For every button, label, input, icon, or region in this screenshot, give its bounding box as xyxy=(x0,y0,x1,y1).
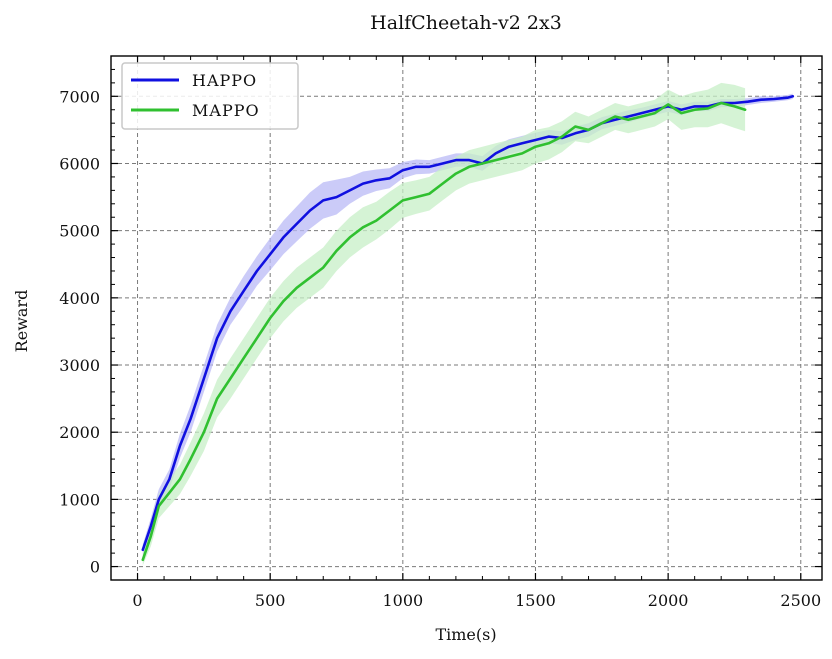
x-tick-label: 1000 xyxy=(382,591,423,610)
y-axis-label: Reward xyxy=(12,290,31,353)
y-tick-label: 1000 xyxy=(59,490,100,509)
y-tick-label: 3000 xyxy=(59,356,100,375)
x-axis-label: Time(s) xyxy=(435,625,496,644)
y-tick-label: 4000 xyxy=(59,289,100,308)
legend: HAPPO MAPPO xyxy=(121,62,299,130)
series-line-mappo xyxy=(141,101,747,562)
legend-label-happo: HAPPO xyxy=(192,71,257,90)
axis-ticks: 0 500 1000 1500 2000 2500 0 1000 2000 3000 4000 500… xyxy=(59,55,822,610)
y-tick-label: 6000 xyxy=(59,154,100,173)
x-tick-label: 2000 xyxy=(648,591,689,610)
plot-frame xyxy=(110,55,823,581)
series-lines xyxy=(141,95,795,562)
y-tick-label: 2000 xyxy=(59,423,100,442)
legend-label-mappo: MAPPO xyxy=(192,101,260,120)
x-tick-label: 500 xyxy=(255,591,286,610)
y-tick-label: 0 xyxy=(90,558,100,577)
x-tick-label: 1500 xyxy=(515,591,556,610)
x-tick-label: 2500 xyxy=(780,591,821,610)
y-tick-label: 5000 xyxy=(59,222,100,241)
std-band-happo xyxy=(142,93,793,556)
std-bands xyxy=(142,82,793,566)
grid xyxy=(111,56,822,580)
y-tick-label: 7000 xyxy=(59,87,100,106)
series-line-happo xyxy=(141,95,795,552)
x-tick-label: 0 xyxy=(132,591,142,610)
std-band-mappo xyxy=(142,82,746,566)
chart-title: HalfCheetah-v2 2x3 xyxy=(370,12,562,34)
